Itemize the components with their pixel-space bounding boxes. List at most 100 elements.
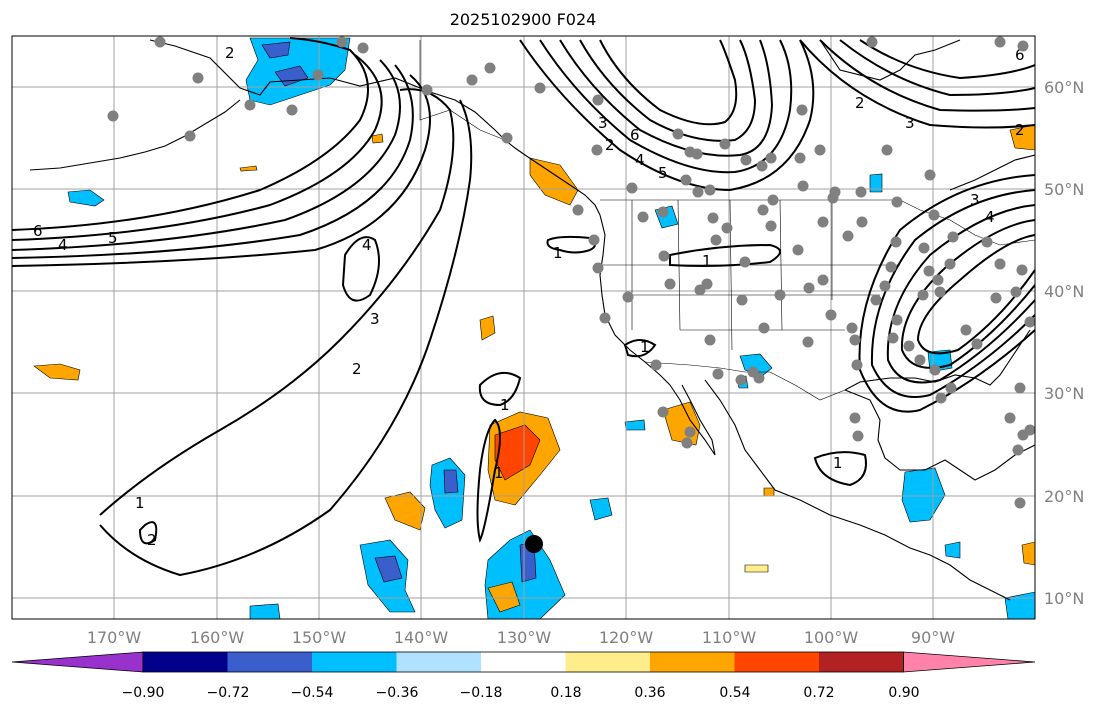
station-dot (881, 144, 893, 156)
map-title: 2025102900 F024 (450, 10, 597, 29)
colorbar-tick-label: 0.72 (803, 685, 834, 701)
contour-label: 3 (970, 191, 980, 209)
station-dot (710, 234, 722, 246)
contour-label: 1 (135, 494, 145, 512)
lon-tick-label: 110°W (702, 628, 757, 647)
colorbar-cell (143, 652, 228, 672)
colorbar-extend-high (903, 651, 1036, 673)
colorbar-tick-label: −0.72 (207, 685, 250, 701)
station-dot (849, 412, 861, 424)
colorbar-cell (650, 652, 735, 672)
negative-anomaly-region (67, 189, 105, 207)
colorbar-extend-low (11, 651, 144, 673)
station-dot (421, 84, 433, 96)
station-dot (856, 216, 868, 228)
station-dot (945, 382, 957, 394)
station-dot (851, 359, 863, 371)
station-dot (286, 104, 298, 116)
station-dot (765, 220, 777, 232)
station-dot (701, 278, 713, 290)
station-dot (691, 148, 703, 160)
positive-anomaly-region (1021, 541, 1035, 566)
station-dot (803, 282, 815, 294)
colorbar: −0.90 −0.72 −0.54 −0.36 −0.18 0.18 0.36 … (11, 651, 1036, 701)
station-dot (534, 82, 546, 94)
lon-tick-label: 100°W (804, 628, 859, 647)
positive-anomaly-strong (494, 424, 541, 481)
station-dot (887, 332, 899, 344)
contour-label: 1 (500, 396, 510, 414)
station-dot (802, 336, 814, 348)
lon-tick-label: 160°W (190, 628, 245, 647)
lat-tick-label: 20°N (1044, 487, 1084, 506)
station-dot (796, 104, 808, 116)
contour-label: 2 (855, 94, 865, 112)
station-dot (866, 36, 878, 48)
colorbar-cell (734, 652, 820, 672)
station-dot (721, 222, 733, 234)
contour-label-group: 6 4 5 2 4 3 2 1 2 1 1 1 1 2 3 4 1 2 3 3 (33, 44, 1025, 549)
station-dot (928, 209, 940, 221)
station-dot (184, 130, 196, 142)
station-dot (885, 261, 897, 273)
station-dot (774, 289, 786, 301)
negative-anomaly-core (443, 469, 459, 494)
negative-anomaly-region (869, 173, 883, 193)
negative-anomaly-region (624, 419, 646, 431)
station-dot (932, 274, 944, 286)
hudson-bay (819, 39, 961, 81)
station-dot (923, 265, 935, 277)
negative-anomaly-region (901, 467, 946, 523)
station-dot (917, 289, 929, 301)
contour-label: 2 (352, 360, 362, 378)
station-dot (312, 69, 324, 81)
station-dot (1004, 412, 1016, 424)
station-dot (684, 426, 696, 438)
station-dot (680, 174, 692, 186)
station-dot (934, 286, 946, 298)
colorbar-tick-labels: −0.90 −0.72 −0.54 −0.36 −0.18 0.18 0.36 … (122, 685, 920, 701)
contour-label: 3 (905, 114, 915, 132)
station-dot (944, 258, 956, 270)
negative-anomaly-region (589, 497, 613, 521)
station-dot (757, 204, 769, 216)
station-dot (1014, 497, 1026, 509)
map-panel: 6 4 5 2 4 3 2 1 2 1 1 1 1 2 3 4 1 2 3 3 (11, 35, 1036, 620)
station-dot (1016, 264, 1028, 276)
lat-tick-label: 60°N (1044, 78, 1084, 97)
station-dot (735, 374, 747, 386)
lat-lon-grid (12, 36, 1035, 619)
station-dot (1024, 424, 1035, 436)
colorbar-tick-label: 0.36 (634, 685, 665, 701)
station-dot (814, 144, 826, 156)
contour-label: 4 (58, 236, 68, 254)
positive-anomaly-region (371, 133, 384, 144)
lat-tick-label: 50°N (1044, 180, 1084, 199)
shaded-field (33, 37, 1035, 619)
gulf-us (844, 329, 1031, 391)
station-markers (107, 36, 1035, 509)
station-dot (650, 359, 662, 371)
station-dot (849, 334, 861, 346)
station-dot (704, 334, 716, 346)
colorbar-tick-label: 0.54 (719, 685, 750, 701)
station-dot (852, 430, 864, 442)
colorbar-cell (227, 652, 313, 672)
colorbar-cell (396, 652, 482, 672)
station-dot (599, 312, 611, 324)
contour-label: 1 (640, 338, 650, 356)
station-dot (756, 160, 768, 172)
lon-tick-label: 170°W (87, 628, 142, 647)
lat-tick-label: 40°N (1044, 282, 1084, 301)
station-dot (914, 354, 926, 366)
station-dot (797, 180, 809, 192)
positive-anomaly-region (384, 491, 426, 531)
baja-california (669, 384, 716, 456)
positive-anomaly-region (479, 315, 496, 341)
contour-label: 4 (362, 236, 372, 254)
colorbar-tick-label: −0.90 (122, 685, 165, 701)
negative-anomaly-core (261, 41, 291, 59)
contour-label: 1 (702, 252, 712, 270)
lon-tick-label: 130°W (497, 628, 552, 647)
contour-label: 1 (494, 464, 504, 482)
